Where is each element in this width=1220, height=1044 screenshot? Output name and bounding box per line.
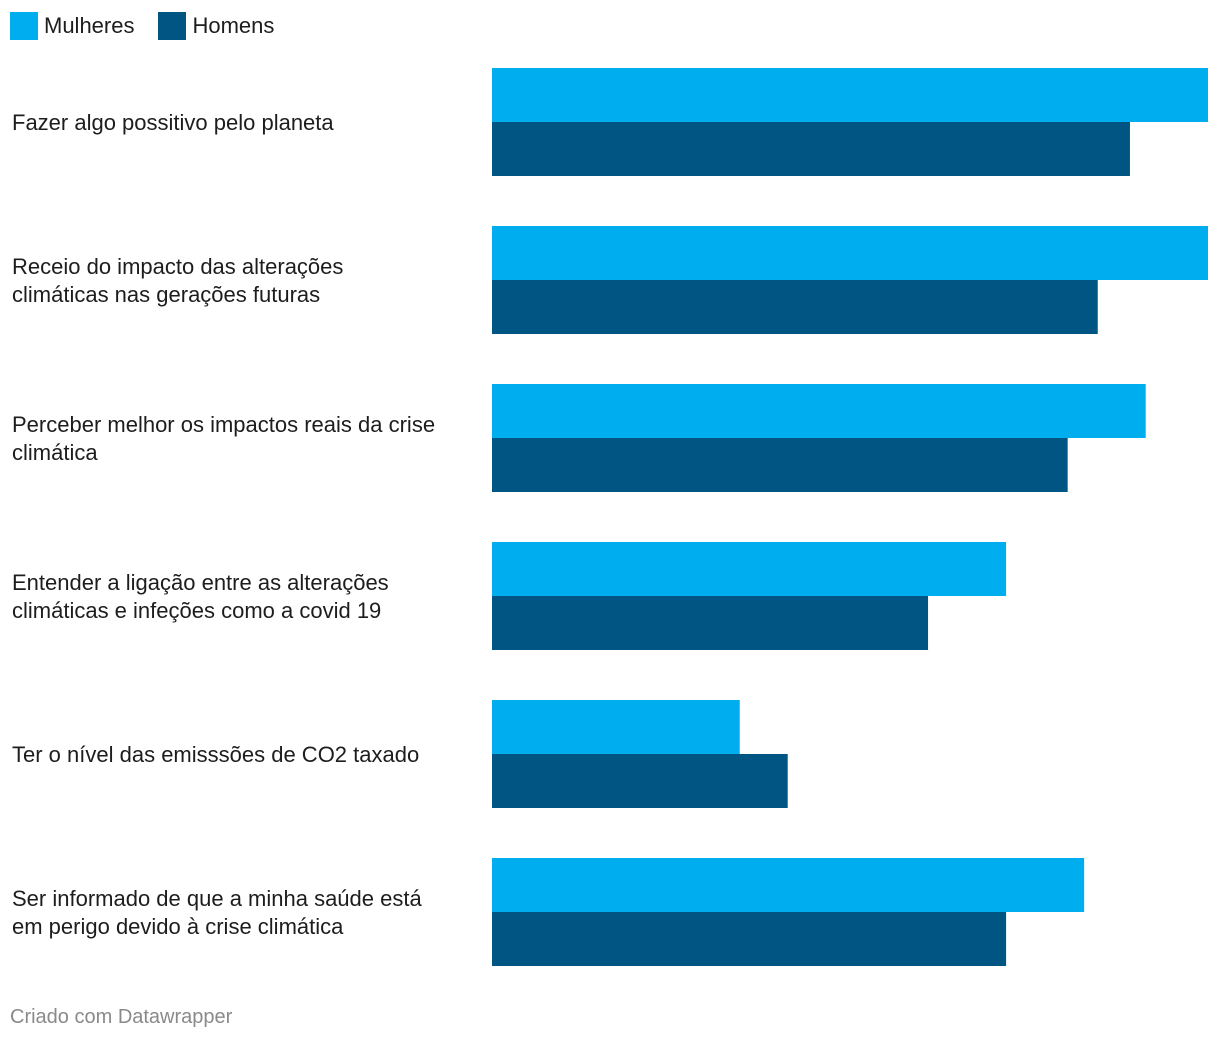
category-label-line: climáticas nas gerações futuras [12, 282, 320, 307]
bar-women [492, 68, 1208, 122]
category-label: Receio do impacto das alterações climátic… [12, 254, 343, 307]
legend-item-men: Homens [158, 12, 274, 40]
bar-men [492, 754, 788, 808]
category-label-line: climáticas e infeções como a covid 19 [12, 598, 381, 623]
category-label: Ter o nível das emisssões de CO2 taxado [12, 742, 419, 767]
bar-women [492, 542, 1007, 596]
category-label-line: Receio do impacto das alterações [12, 254, 343, 279]
category-label-line: Perceber melhor os impactos reais da cri… [12, 412, 435, 437]
bar-women [492, 226, 1208, 280]
category-label-line: Ter o nível das emisssões de CO2 taxado [12, 742, 419, 767]
bar-group: Entender a ligação entre as alterações cl… [12, 542, 1007, 650]
datawrapper-credit[interactable]: Criado com Datawrapper [10, 1006, 233, 1028]
bar-chart: Fazer algo possitivo pelo planeta Receio … [12, 68, 1208, 966]
bar-group: Receio do impacto das alterações climátic… [12, 226, 1208, 334]
bar-women [492, 700, 740, 754]
category-label-line: Entender a ligação entre as alterações [12, 570, 389, 595]
legend-swatch-men [158, 12, 187, 40]
category-label: Ser informado de que a minha saúde está e… [12, 886, 422, 939]
bar-group: Ter o nível das emisssões de CO2 taxado [12, 700, 788, 808]
chart-legend: Mulheres Homens [10, 10, 274, 42]
category-label-line: em perigo devido à crise climática [12, 914, 344, 939]
category-label: Fazer algo possitivo pelo planeta [12, 110, 334, 135]
category-label: Entender a ligação entre as alterações cl… [12, 570, 389, 623]
category-label-line: Ser informado de que a minha saúde está [12, 886, 422, 911]
bar-group: Perceber melhor os impactos reais da cri… [12, 384, 1146, 492]
bar-women [492, 384, 1146, 438]
legend-label-men: Homens [192, 13, 275, 38]
category-label: Perceber melhor os impactos reais da cri… [12, 412, 435, 465]
bar-women [492, 858, 1085, 912]
bar-men [492, 438, 1068, 492]
legend-label-women: Mulheres [44, 13, 135, 38]
bar-men [492, 122, 1130, 176]
bar-men [492, 912, 1007, 966]
legend-swatch-women [10, 12, 38, 40]
bar-group: Ser informado de que a minha saúde está e… [12, 858, 1085, 966]
bar-men [492, 596, 929, 650]
category-label-line: Fazer algo possitivo pelo planeta [12, 110, 334, 135]
bar-men [492, 280, 1098, 334]
bar-group: Fazer algo possitivo pelo planeta [12, 68, 1208, 176]
category-label-line: climática [12, 440, 98, 465]
legend-item-women: Mulheres [10, 12, 134, 40]
